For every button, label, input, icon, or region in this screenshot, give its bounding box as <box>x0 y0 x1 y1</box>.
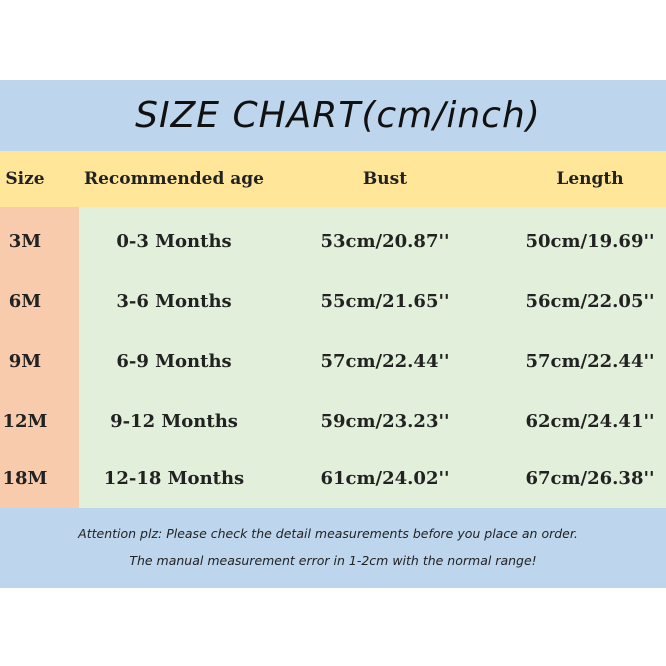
cell-size: 6M <box>8 290 42 312</box>
cell-size: 12M <box>2 410 48 432</box>
cell-length: 62cm/24.41'' <box>525 410 655 432</box>
header-size: Size <box>5 169 45 189</box>
body-background <box>79 207 666 508</box>
size-chart: SIZE CHART(cm/inch) Size Recommended age… <box>0 80 666 588</box>
table-row: 12M 9-12 Months 59cm/23.23'' 62cm/24.41'… <box>0 391 666 451</box>
size-column-background <box>0 207 79 508</box>
note-band: Attention plz: Please check the detail m… <box>0 508 666 588</box>
cell-age: 6-9 Months <box>116 350 232 372</box>
cell-bust: 55cm/21.65'' <box>320 290 450 312</box>
cell-age: 12-18 Months <box>103 467 245 489</box>
cell-length: 56cm/22.05'' <box>525 290 655 312</box>
cell-age: 3-6 Months <box>116 290 232 312</box>
header-row: Size Recommended age Bust Length <box>0 151 666 207</box>
table-row: 3M 0-3 Months 53cm/20.87'' 50cm/19.69'' <box>0 211 666 271</box>
cell-length: 67cm/26.38'' <box>525 467 655 489</box>
attention-note: Attention plz: Please check the detail m… <box>78 526 578 541</box>
cell-size: 9M <box>8 350 42 372</box>
table-row: 18M 12-18 Months 61cm/24.02'' 67cm/26.38… <box>0 448 666 508</box>
cell-size: 18M <box>2 467 48 489</box>
cell-age: 0-3 Months <box>116 230 232 252</box>
cell-length: 57cm/22.44'' <box>525 350 655 372</box>
header-length: Length <box>556 169 624 189</box>
header-recommended-age: Recommended age <box>83 169 264 189</box>
header-bust: Bust <box>362 169 408 189</box>
cell-bust: 61cm/24.02'' <box>320 467 450 489</box>
measurement-error-note: The manual measurement error in 1-2cm wi… <box>129 553 537 568</box>
cell-age: 9-12 Months <box>110 410 238 432</box>
chart-title: SIZE CHART(cm/inch) <box>135 95 541 136</box>
table-row: 6M 3-6 Months 55cm/21.65'' 56cm/22.05'' <box>0 271 666 331</box>
table-row: 9M 6-9 Months 57cm/22.44'' 57cm/22.44'' <box>0 331 666 391</box>
title-band: SIZE CHART(cm/inch) <box>0 80 666 151</box>
cell-bust: 59cm/23.23'' <box>320 410 450 432</box>
cell-length: 50cm/19.69'' <box>525 230 655 252</box>
cell-size: 3M <box>8 230 42 252</box>
cell-bust: 53cm/20.87'' <box>320 230 450 252</box>
cell-bust: 57cm/22.44'' <box>320 350 450 372</box>
